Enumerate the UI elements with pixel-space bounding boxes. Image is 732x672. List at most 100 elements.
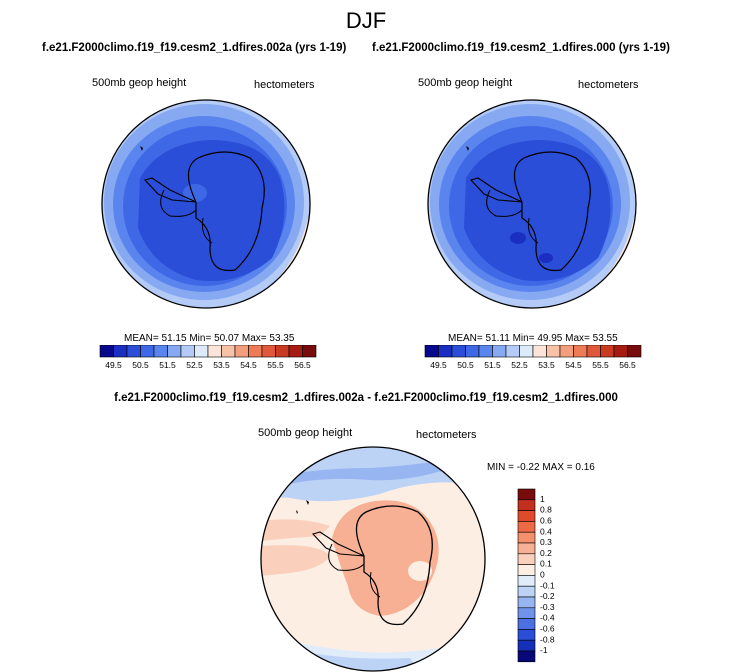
- colorbar-tick-label: 56.5: [294, 360, 311, 370]
- contour-band: [261, 519, 330, 541]
- colorbar-swatch: [517, 575, 536, 587]
- max-label: MAX =: [542, 462, 573, 473]
- contour-band: [332, 500, 439, 616]
- colorbar-tick-label: 53.5: [213, 360, 230, 370]
- colorbar-swatch: [600, 345, 615, 358]
- min-label: Min=: [512, 333, 535, 344]
- colorbar-swatch: [153, 345, 168, 358]
- max-value: 0.16: [575, 462, 595, 473]
- colorbar-swatch: [517, 564, 536, 576]
- colorbar-tick-label: 53.5: [538, 360, 555, 370]
- colorbar-swatch: [302, 345, 317, 358]
- colorbar-swatch: [517, 639, 536, 652]
- colorbar-swatch: [288, 345, 303, 358]
- colorbar-swatch: [234, 345, 249, 358]
- colorbar-tick-label: 54.5: [565, 360, 582, 370]
- colorbar-tick-label: -0.3: [540, 602, 555, 612]
- colorbar-swatch: [517, 596, 536, 609]
- island: [296, 510, 298, 514]
- panel-1-variable: 500mb geop height: [92, 77, 187, 89]
- antarctica-coastline: [187, 151, 265, 272]
- colorbar-tick-label: 0.3: [540, 537, 552, 547]
- colorbar-tick-label: 49.5: [430, 360, 447, 370]
- colorbar-tick-label: 0.6: [540, 516, 552, 526]
- colorbar-tick-label: 0.1: [540, 559, 552, 569]
- colorbar-swatch: [261, 345, 276, 358]
- panel-1-stats: MEAN= 51.15 Min= 50.07 Max= 53.35: [124, 333, 294, 344]
- colorbar-swatch: [517, 607, 536, 619]
- mean-value: 51.15: [161, 333, 187, 344]
- colorbar-swatch: [140, 345, 155, 358]
- colorbar-swatch: [517, 510, 536, 522]
- colorbar-swatch: [517, 553, 536, 565]
- colorbar-tick-label: 51.5: [159, 360, 176, 370]
- ice-shelf-coastline: [328, 543, 365, 571]
- colorbar-tick-label: 55.5: [592, 360, 609, 370]
- colorbar-tick-label: -0.2: [540, 591, 555, 601]
- colorbar-tick-label: 0.4: [540, 526, 552, 536]
- min-label: MIN =: [487, 462, 514, 473]
- island: [466, 146, 469, 151]
- colorbar-swatch: [517, 488, 536, 501]
- max-value: 53.55: [592, 333, 618, 344]
- colorbar-swatch: [221, 345, 236, 358]
- mean-label: MEAN=: [124, 333, 159, 344]
- colorbar-tick-label: 54.5: [240, 360, 257, 370]
- colorbar-swatch: [517, 585, 536, 598]
- colorbar-tick-label: 52.5: [186, 360, 203, 370]
- colorbar-swatch: [586, 345, 601, 358]
- contour-band: [261, 545, 330, 576]
- colorbar-swatch: [517, 499, 536, 511]
- max-label: Max=: [241, 333, 267, 344]
- contour-band: [183, 184, 207, 202]
- contour-band: [510, 232, 526, 244]
- colorbar-swatch: [546, 345, 561, 358]
- panel-2-map: [427, 99, 637, 309]
- colorbar-swatch: [126, 345, 141, 358]
- antarctica-coastline: [513, 151, 591, 272]
- colorbar-swatch: [194, 345, 209, 358]
- panel-1-units: hectometers: [254, 79, 315, 91]
- island: [306, 500, 309, 505]
- contour-band: [280, 458, 460, 486]
- peninsula-coastline: [143, 177, 197, 203]
- colorbar-swatch: [99, 345, 114, 358]
- colorbar-tick-label: -1: [540, 645, 548, 655]
- colorbar-swatch: [465, 345, 480, 358]
- ice-shelf-coastline: [201, 217, 213, 244]
- min-label: Min=: [189, 333, 212, 344]
- panel-2-stats: MEAN= 51.11 Min= 49.95 Max= 53.55: [448, 333, 618, 344]
- colorbar-swatch: [505, 345, 520, 358]
- panel-2-colorbar: 49.5 50.5 51.5 52.5 53.5 54.5 55.5 56.5: [424, 345, 642, 370]
- mean-label: MEAN=: [448, 333, 483, 344]
- colorbar-swatch: [113, 345, 128, 358]
- ice-shelf-coastline: [369, 571, 381, 598]
- colorbar-swatch: [167, 345, 182, 358]
- max-value: 53.35: [269, 333, 295, 344]
- colorbar-swatch: [180, 345, 195, 358]
- page-title: DJF: [345, 8, 387, 33]
- colorbar-swatch: [517, 531, 536, 544]
- colorbar-tick-label: 1: [540, 494, 545, 504]
- colorbar-swatch: [517, 629, 536, 641]
- colorbar-swatch: [559, 345, 574, 358]
- mean-value: 51.11: [485, 333, 510, 344]
- colorbar-tick-label: 0: [540, 570, 545, 580]
- ice-shelf-coastline: [160, 189, 197, 217]
- peninsula-coastline: [311, 531, 365, 557]
- diff-variable: 500mb geop height: [258, 427, 353, 439]
- min-value: -0.22: [516, 462, 540, 473]
- diff-case-title: f.e21.F2000climo.f19_f19.cesm2_1.dfires.…: [114, 392, 618, 404]
- antarctica-coastline: [355, 505, 433, 626]
- colorbar-swatch: [573, 345, 588, 358]
- colorbar-tick-label: -0.4: [540, 613, 555, 623]
- colorbar-swatch: [517, 542, 536, 555]
- colorbar-tick-label: 52.5: [511, 360, 528, 370]
- colorbar-swatch: [517, 650, 536, 663]
- colorbar-swatch: [207, 345, 222, 358]
- diff-map: [260, 446, 486, 672]
- panel-2-variable: 500mb geop height: [418, 77, 513, 89]
- max-label: Max=: [565, 333, 590, 344]
- peninsula-coastline: [469, 177, 523, 203]
- colorbar-swatch: [613, 345, 628, 358]
